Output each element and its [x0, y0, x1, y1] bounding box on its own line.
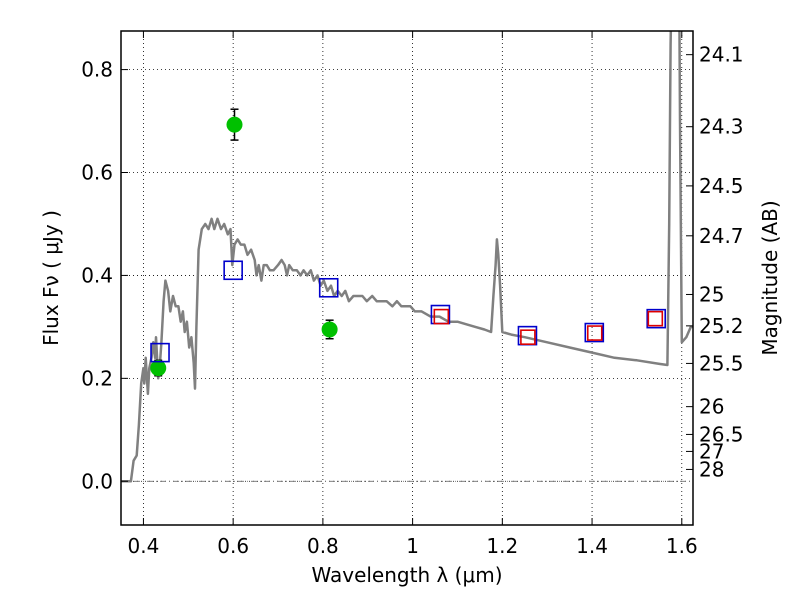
plot-data [121, 31, 693, 483]
magnitude-tick-label: 24.1 [699, 43, 744, 67]
x-tick-label: 0.8 [307, 534, 339, 558]
model-spectrum-line [121, 31, 693, 483]
magnitude-tick-label: 25.5 [699, 351, 744, 375]
observed-flux-point [226, 116, 243, 133]
y-tick-label: 0.4 [81, 263, 113, 287]
plot-frame [120, 30, 694, 526]
model-flux-square-red [586, 325, 603, 341]
y-tick-label: 0.2 [81, 366, 113, 390]
x-tick-label: 1 [406, 534, 419, 558]
magnitude-tick-label: 26 [699, 395, 724, 419]
magnitude-tick-label: 24.3 [699, 115, 744, 139]
grid-lines [121, 31, 693, 525]
x-axis-ticks: 0.4 0.6 0.8 1 1.2 1.4 1.6 [128, 31, 698, 558]
magnitude-tick-label: 27 [699, 439, 724, 463]
model-flux-square-blue [584, 322, 605, 343]
model-flux-square-blue [318, 277, 339, 298]
magnitude-tick-label: 24.5 [699, 174, 744, 198]
x-tick-label: 1.4 [576, 534, 608, 558]
model-flux-square-red [647, 310, 664, 327]
magnitude-tick-label: 28 [699, 457, 724, 481]
model-flux-square-blue [223, 260, 243, 281]
x-tick-label: 0.6 [217, 534, 249, 558]
magnitude-axis-label: Magnitude (AB) [758, 200, 782, 355]
y-tick-label: 0.6 [81, 161, 113, 185]
magnitude-tick-label: 24.7 [699, 224, 744, 248]
magnitude-tick-label: 25 [699, 282, 724, 306]
y-tick-label: 0.8 [81, 58, 113, 82]
magnitude-tick-label: 26.5 [699, 422, 744, 446]
y-tick-label: 0.0 [81, 469, 113, 493]
model-flux-square-red [520, 329, 536, 345]
model-flux-square-blue [150, 342, 170, 363]
x-tick-label: 1.6 [666, 534, 698, 558]
x-axis-label: Wavelength λ (μm) [311, 563, 502, 587]
observed-flux-point [150, 360, 167, 377]
observed-flux-point [321, 321, 338, 338]
model-flux-square-red [433, 308, 450, 325]
photometry-markers [150, 108, 667, 377]
y-axis-label: Flux Fν ( μJy ) [39, 210, 63, 346]
model-flux-square-blue [646, 308, 667, 329]
y-axis-ticks: 0.0 0.2 0.4 0.6 0.8 [81, 58, 128, 493]
x-tick-label: 0.4 [128, 534, 160, 558]
x-tick-label: 1.2 [486, 534, 518, 558]
magnitude-tick-label: 25.2 [699, 314, 744, 338]
